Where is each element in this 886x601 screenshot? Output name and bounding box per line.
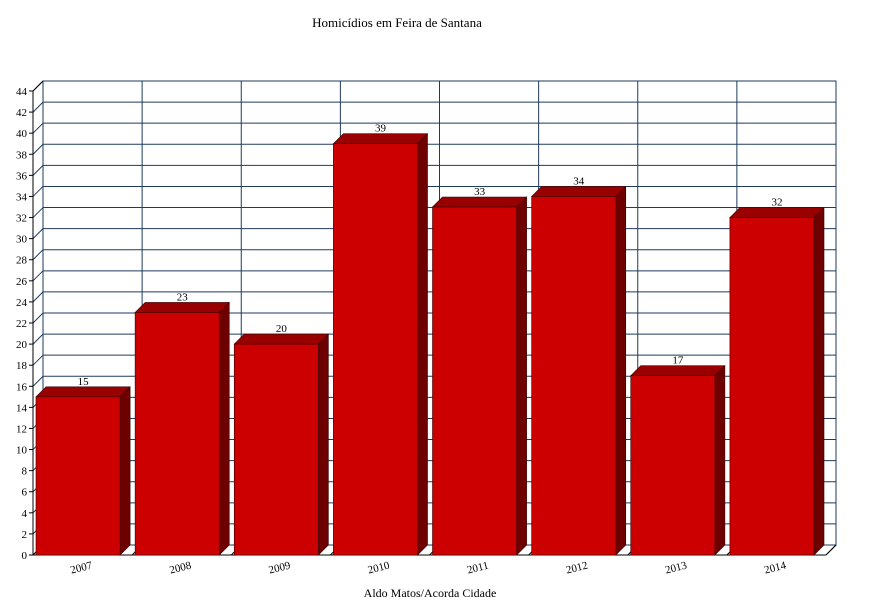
bar-front (233, 343, 319, 556)
bar-2011 (431, 196, 528, 556)
x-tick-label: 2012 (565, 560, 589, 577)
bar-2013 (630, 365, 726, 556)
x-tick-label: 2011 (466, 560, 490, 577)
y-tick-label: 12 (16, 423, 27, 435)
grid-line-depth (32, 186, 44, 197)
grid-line-depth (32, 291, 44, 303)
x-tick-label: 2014 (763, 559, 788, 576)
y-tick-label: 8 (22, 466, 28, 478)
bar-top (233, 333, 330, 345)
y-tick-label: 0 (22, 550, 28, 562)
data-labels: 15 23 20 39 33 34 17 32 (78, 123, 783, 388)
x-axis-ticks: 2007 2008 2009 2010 2011 2012 2013 2014 (69, 559, 788, 576)
y-tick-label: 2 (22, 529, 28, 541)
bar-top (431, 196, 528, 208)
bar-top (332, 133, 429, 145)
y-tick-label: 24 (16, 297, 28, 309)
bar-2007 (35, 386, 131, 556)
grid-line-depth (32, 101, 44, 113)
y-tick-label: 32 (16, 213, 27, 225)
data-label: 17 (672, 355, 684, 367)
y-tick-label: 20 (16, 339, 28, 351)
data-label: 20 (276, 323, 288, 335)
y-tick-label: 14 (16, 402, 28, 414)
y-tick-label: 22 (16, 318, 27, 330)
y-tick-label: 34 (16, 191, 28, 203)
x-tick-label: 2013 (664, 559, 689, 576)
grid-line-depth (32, 375, 44, 387)
bar-front (134, 312, 220, 556)
grid-line-depth (32, 207, 44, 218)
bar-top (35, 386, 131, 398)
y-tick-label: 10 (16, 445, 28, 457)
data-label: 23 (177, 291, 189, 303)
bar-top (630, 365, 726, 377)
x-axis-depth-right (825, 544, 837, 556)
bar-side (417, 133, 428, 556)
grid-line-depth (32, 165, 44, 176)
grid-line-depth (32, 270, 44, 282)
y-tick-label: 6 (22, 487, 28, 499)
y-axis-ticks: 0246810121416182022242628303234363840424… (16, 86, 28, 562)
y-tick-label: 28 (16, 255, 28, 267)
y-tick-label: 16 (16, 381, 28, 393)
data-label: 15 (78, 376, 90, 388)
data-label: 39 (375, 123, 387, 135)
x-tick-label: 2008 (168, 559, 193, 576)
grid-line-depth (32, 143, 44, 155)
bar-2008 (134, 301, 230, 556)
bar-top (729, 207, 825, 218)
chart-title: Homicídios em Feira de Santana (312, 15, 482, 30)
chart-footer: Aldo Matos/Acorda Cidade (364, 586, 497, 600)
y-tick-label: 36 (16, 170, 28, 182)
grid-line-depth (32, 312, 44, 324)
bar-side (615, 185, 627, 556)
bar-side (318, 333, 329, 556)
y-tick-label: 4 (22, 508, 28, 520)
y-tick-label: 38 (16, 149, 28, 161)
grid-line-depth (32, 249, 44, 261)
bar-front (333, 143, 418, 556)
grid-line-depth (32, 122, 44, 134)
y-tick-label: 26 (16, 276, 28, 288)
bar-side (218, 301, 230, 556)
y-tick-label: 44 (16, 86, 28, 98)
bar-front (729, 217, 815, 556)
bar-2012 (530, 185, 627, 556)
grid-line-depth (32, 354, 44, 366)
y-tick-label: 40 (16, 128, 28, 140)
y-tick-label: 30 (16, 234, 28, 246)
data-label: 33 (474, 186, 486, 198)
bar-top (134, 302, 230, 313)
y-tick-label: 42 (16, 107, 27, 119)
bar-side (119, 386, 131, 556)
y-axis-depth-top (32, 80, 44, 92)
x-tick-label: 2007 (69, 559, 94, 576)
bar-front (630, 375, 716, 556)
bars (35, 133, 825, 556)
data-label: 32 (771, 197, 782, 209)
bar-front (35, 396, 121, 556)
grid-line-depth (32, 228, 44, 239)
bar-2009 (233, 333, 330, 556)
bar-front (531, 196, 617, 556)
bar-top (530, 186, 627, 197)
bar-side (714, 365, 726, 556)
bar-2010 (332, 133, 429, 556)
bar-front (432, 206, 517, 556)
bar-side (516, 196, 527, 556)
bar-2014 (729, 206, 825, 556)
y-tick-label: 18 (16, 360, 28, 372)
data-label: 34 (573, 175, 585, 187)
x-tick-label: 2010 (367, 559, 392, 576)
x-tick-label: 2009 (267, 559, 292, 576)
grid-line-depth (32, 333, 44, 345)
bar-side (813, 206, 825, 556)
